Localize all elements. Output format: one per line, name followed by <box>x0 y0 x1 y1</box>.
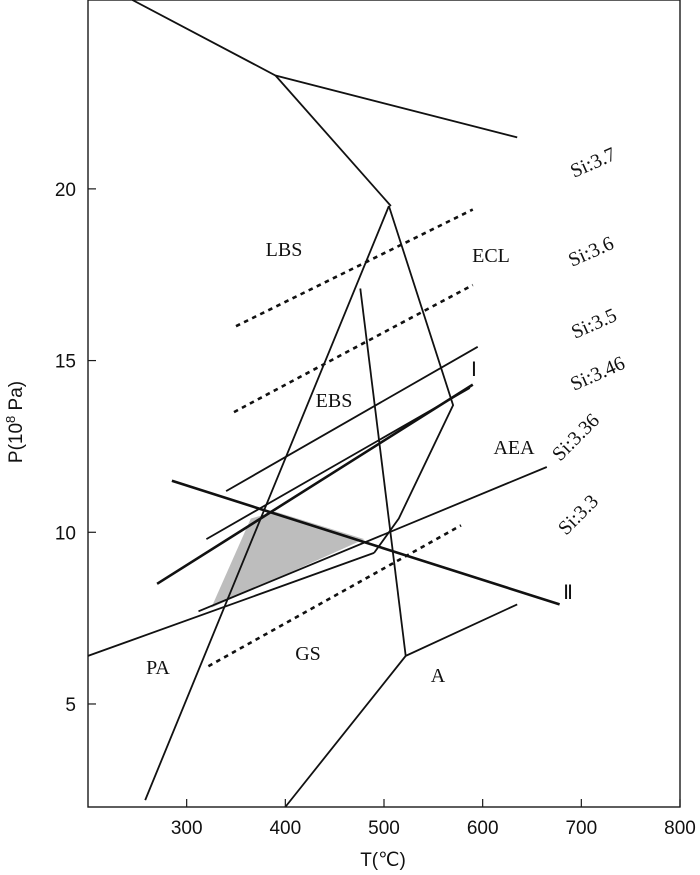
field-label-lbs: LBS <box>266 239 303 261</box>
x-tick-label-500: 500 <box>368 818 400 839</box>
field-label-ecl: ECL <box>472 245 510 267</box>
y-axis-title-main: P(10 <box>6 423 27 463</box>
field-label-ebs: EBS <box>316 390 353 412</box>
shaded-pt-field <box>211 511 365 608</box>
isopleth-line-si35 <box>225 346 479 492</box>
boundary-ga <box>87 552 375 657</box>
x-tick-label-600: 600 <box>467 818 499 839</box>
boundary-lbs-ecl <box>274 74 392 207</box>
boundary-ebs-right <box>373 205 455 554</box>
facies-boundaries <box>87 0 518 808</box>
isopleth-line-si33 <box>207 524 462 668</box>
isopleth-line-si336 <box>198 466 548 613</box>
boundary-ebs-left <box>144 205 390 801</box>
y-tick-label-5: 5 <box>65 695 76 716</box>
field-label-aea: AEA <box>493 437 535 459</box>
boundary-ebs-aea <box>359 288 407 657</box>
y-tick-label-20: 20 <box>55 180 76 201</box>
y-axis-title-unit: Pa) <box>6 381 27 416</box>
x-tick-label-300: 300 <box>171 818 203 839</box>
iso-label-si336: Si:3.36 <box>548 409 604 465</box>
y-tick-label-15: 15 <box>55 352 76 373</box>
iso-label-si37: Si:3.7 <box>567 143 619 182</box>
field-label-gs: GS <box>295 643 321 665</box>
x-tick-label-400: 400 <box>269 818 301 839</box>
field-label-a: A <box>431 665 446 687</box>
si-isopleths <box>156 208 560 668</box>
boundary-top <box>131 0 518 139</box>
isopleth-line-si37 <box>235 208 474 328</box>
iso-label-si36: Si:3.6 <box>565 232 617 271</box>
boundary-a <box>284 603 518 808</box>
y-axis-ticks: 5 10 15 20 <box>55 180 96 716</box>
y-tick-label-10: 10 <box>55 523 76 544</box>
reaction-line-II <box>171 479 560 606</box>
reaction-label-I: Ⅰ <box>471 359 477 381</box>
iso-label-si35: Si:3.5 <box>568 304 620 343</box>
iso-label-si346: Si:3.46 <box>567 352 628 395</box>
isopleth-line-si36 <box>233 283 474 414</box>
x-tick-label-800: 800 <box>664 818 696 839</box>
reaction-line-I <box>156 383 474 585</box>
y-axis-title: P(108 Pa) <box>3 381 28 463</box>
iso-label-si33: Si:3.3 <box>554 491 603 540</box>
x-tick-label-700: 700 <box>565 818 597 839</box>
plot-frame <box>87 0 681 808</box>
y-axis-title-exponent: 8 <box>3 416 18 423</box>
field-label-pa: PA <box>146 657 170 679</box>
x-axis-title: T(℃) <box>360 850 406 871</box>
x-axis-ticks: 300 400 500 600 700 800 <box>171 799 696 839</box>
reaction-label-II: Ⅱ <box>563 582 573 604</box>
